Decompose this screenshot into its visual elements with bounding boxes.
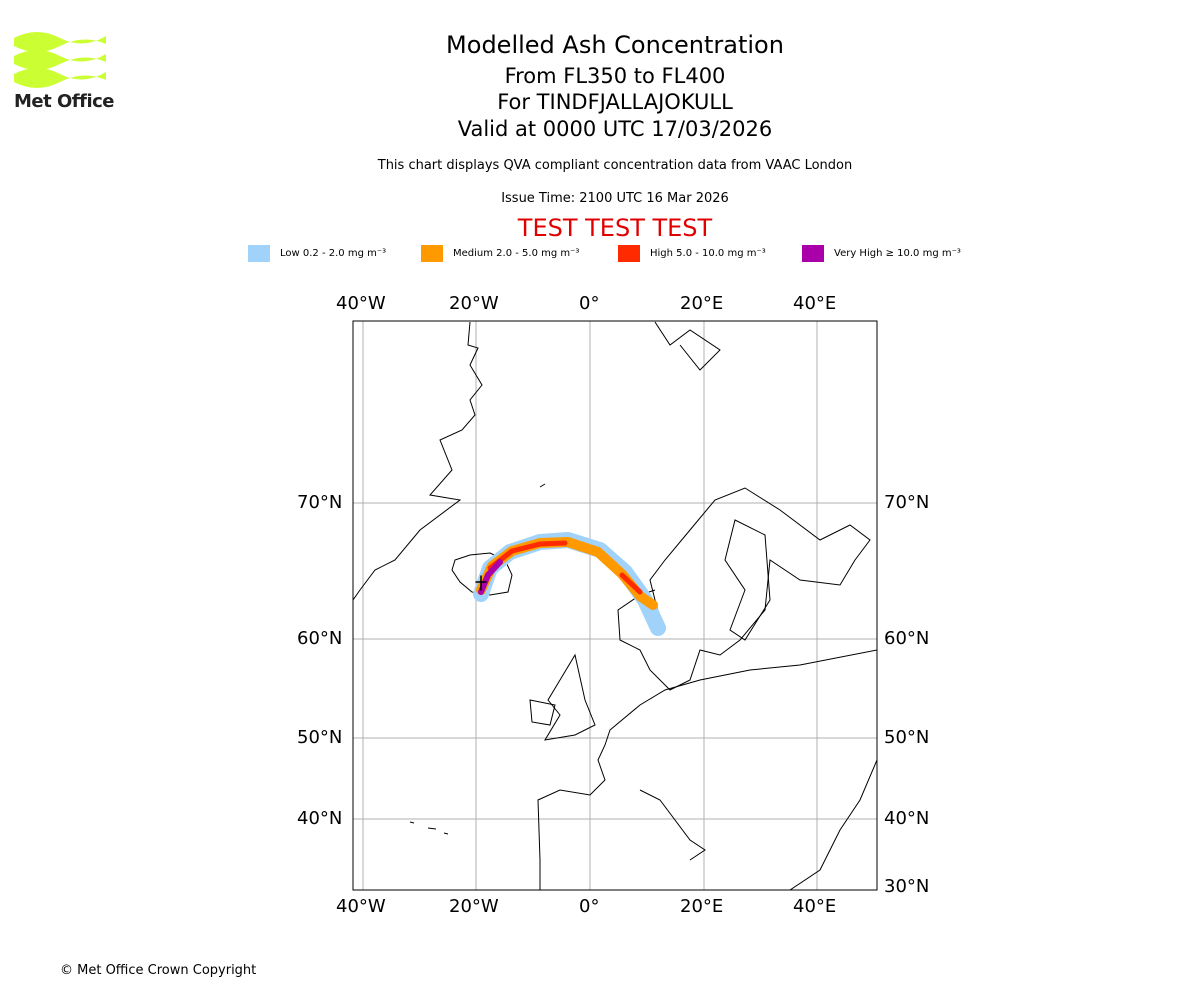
lat-tick-right: 50°N [884,727,930,748]
lon-tick-top: 40°E [793,293,837,314]
flight-levels: From FL350 to FL400 [504,64,726,88]
lat-tick-left: 40°N [297,808,343,829]
copyright: © Met Office Crown Copyright [60,963,257,978]
issue-time: Issue Time: 2100 UTC 16 Mar 2026 [501,191,729,206]
lon-tick-top: 20°W [449,293,499,314]
lat-tick-right: 70°N [884,492,930,513]
legend-swatch [421,245,443,262]
logo-waves-icon [14,32,106,88]
legend-label: Very High ≥ 10.0 mg m⁻³ [834,248,961,259]
graticule [353,321,877,890]
legend-medium: Medium 2.0 - 5.0 mg m⁻³ [421,245,579,262]
lat-tick-left: 50°N [297,727,343,748]
chart-title: Modelled Ash Concentration [446,31,784,59]
legend-swatch [248,245,270,262]
lat-tick-right: 40°N [884,808,930,829]
lat-tick-left: 60°N [297,628,343,649]
lon-tick-bottom: 0° [579,896,600,917]
lat-tick-right: 60°N [884,628,930,649]
lon-tick-top: 20°E [680,293,724,314]
legend-swatch [802,245,824,262]
legend-very-high: Very High ≥ 10.0 mg m⁻³ [802,245,961,262]
lon-tick-bottom: 20°E [680,896,724,917]
coastlines [353,321,877,890]
lat-tick-left: 70°N [297,492,343,513]
volcano-name: For TINDFJALLAJOKULL [497,90,733,114]
lon-tick-top: 0° [579,293,600,314]
lon-tick-bottom: 40°E [793,896,837,917]
legend-label: Low 0.2 - 2.0 mg m⁻³ [280,248,387,259]
lat-tick-right: 30°N [884,876,930,897]
logo-text: Met Office [14,91,115,112]
ash-plume [473,532,666,636]
lon-tick-bottom: 20°W [449,896,499,917]
legend-high: High 5.0 - 10.0 mg m⁻³ [618,245,766,262]
legend-label: High 5.0 - 10.0 mg m⁻³ [650,248,766,259]
map-frame [352,320,878,891]
lon-tick-bottom: 40°W [336,896,386,917]
test-banner: TEST TEST TEST [517,214,713,242]
chart-description: This chart displays QVA compliant concen… [377,158,853,173]
valid-time: Valid at 0000 UTC 17/03/2026 [457,117,773,141]
legend-low: Low 0.2 - 2.0 mg m⁻³ [248,245,386,262]
legend-swatch [618,245,640,262]
lon-tick-top: 40°W [336,293,386,314]
legend-label: Medium 2.0 - 5.0 mg m⁻³ [453,248,580,259]
